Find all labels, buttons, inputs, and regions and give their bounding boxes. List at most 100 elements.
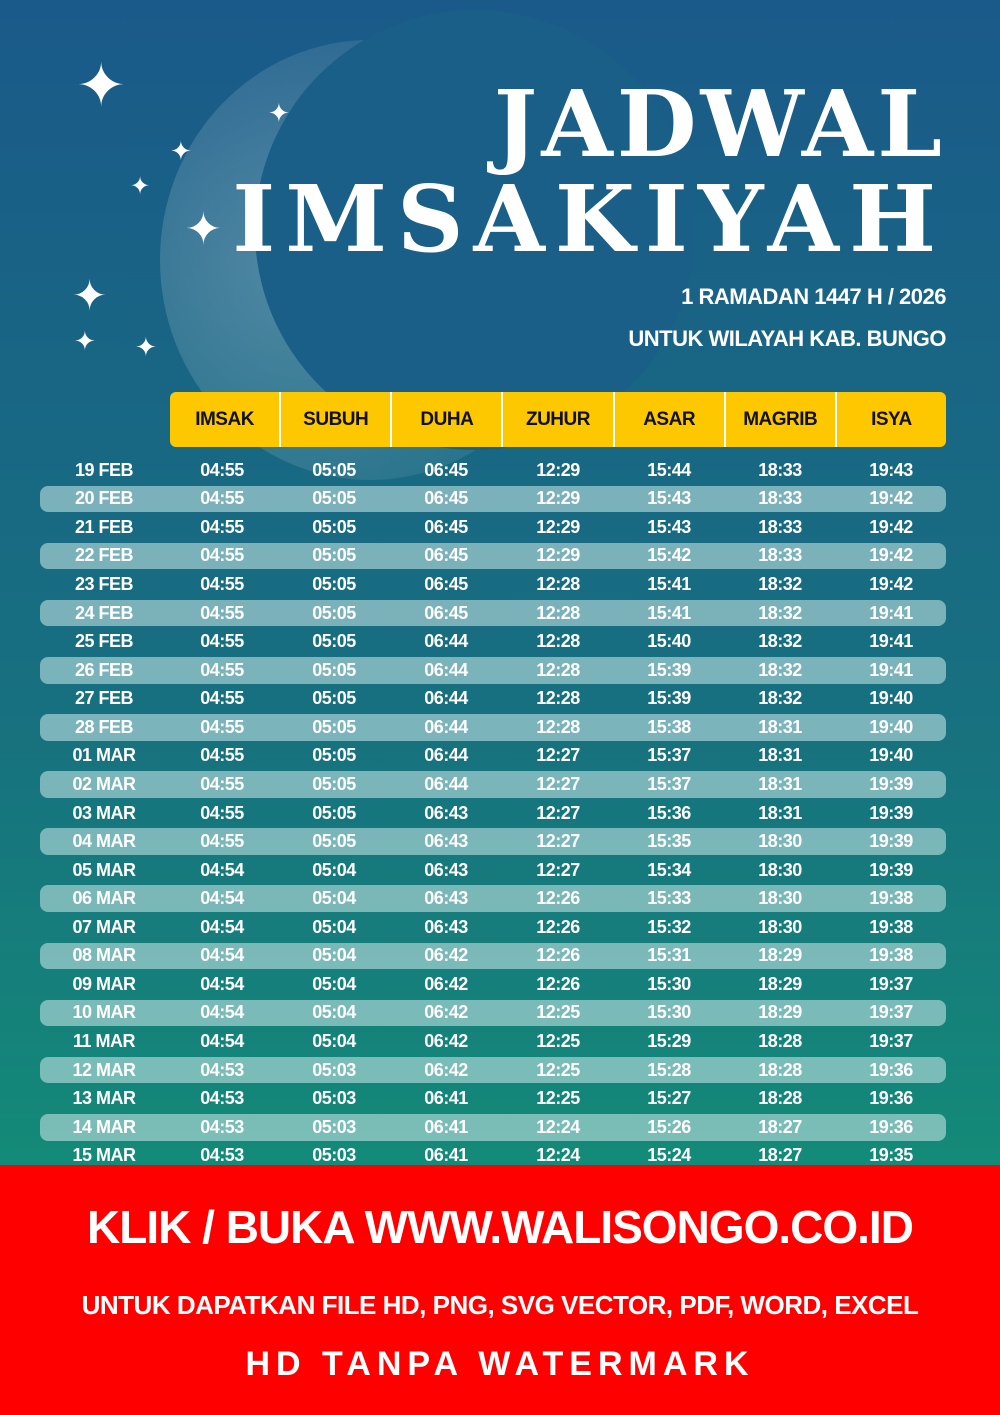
cell-text: 04:54: [200, 859, 244, 880]
time-cell: 12:29: [503, 517, 613, 538]
cell-text: 05:04: [312, 859, 356, 880]
time-cell: 12:25: [503, 1002, 613, 1023]
time-cell: 06:44: [391, 774, 501, 795]
cell-text: 04:54: [200, 916, 244, 937]
time-cell: 12:28: [503, 717, 613, 738]
time-cell: 04:54: [167, 1031, 277, 1052]
cell-text: 19:36: [869, 1116, 913, 1137]
time-cell: 12:29: [503, 460, 613, 481]
cell-text: 04:53: [200, 1145, 244, 1166]
time-cell: 18:31: [725, 803, 835, 824]
cell-text: 18:33: [758, 488, 802, 509]
promo-banner[interactable]: [0, 1165, 1000, 1415]
time-cell: 04:54: [167, 917, 277, 938]
star-icon: ✦: [72, 272, 108, 319]
cell-text: 19:39: [869, 831, 913, 852]
time-cell: 04:55: [167, 603, 277, 624]
cell-text: 05:03: [312, 1116, 356, 1137]
cell-text: 04:55: [200, 459, 244, 480]
time-cell: 04:54: [167, 860, 277, 881]
time-cell: 12:27: [503, 831, 613, 852]
cell-text: 15:36: [647, 802, 691, 823]
time-cell: 04:54: [167, 974, 277, 995]
time-cell: 12:28: [503, 688, 613, 709]
cell-text: 18:29: [758, 945, 802, 966]
table-row: 26 FEB 04:55 05:05 06:44 12:28 15:39 18:32 19:4…: [40, 656, 946, 685]
cell-text: 05:03: [312, 1059, 356, 1080]
cell-text: 15:43: [647, 488, 691, 509]
cell-text: 25 FEB: [74, 631, 134, 652]
cell-text: 15:39: [647, 688, 691, 709]
cell-text: 06:44: [424, 688, 468, 709]
time-cell: 05:03: [279, 1145, 389, 1166]
date-cell: 10 MAR: [49, 1002, 159, 1023]
table-row: 20 FEB 04:55 05:05 06:45 12:29 15:43 18:33 19:4…: [40, 485, 946, 514]
column-header: MAGRIB: [723, 392, 835, 447]
cell-text: 19:40: [869, 716, 913, 737]
star-icon: ✦: [170, 136, 192, 166]
cell-text: 18:31: [758, 745, 802, 766]
column-header: IMSAK: [170, 392, 279, 447]
cell-text: 12:25: [536, 1088, 580, 1109]
cell-text: 09 MAR: [72, 973, 136, 994]
time-cell: 19:40: [836, 688, 946, 709]
time-cell: 15:37: [614, 774, 724, 795]
cell-text: 19:39: [869, 773, 913, 794]
time-cell: 19:36: [836, 1060, 946, 1081]
cell-text: 05:04: [312, 1031, 356, 1052]
cell-text: 04:55: [200, 516, 244, 537]
time-cell: 05:05: [279, 603, 389, 624]
column-header: DUHA: [390, 392, 501, 447]
cell-text: 19:39: [869, 802, 913, 823]
cell-text: 06 MAR: [72, 888, 136, 909]
cell-text: 06:45: [424, 488, 468, 509]
time-cell: 04:55: [167, 717, 277, 738]
banner-headline[interactable]: KLIK / BUKA WWW.WALISONGO.CO.ID: [87, 1201, 914, 1253]
time-cell: 18:33: [725, 460, 835, 481]
time-cell: 18:33: [725, 545, 835, 566]
schedule-table: 19 FEB 04:55 05:05 06:45 12:29 15:44 18:33 19:4…: [40, 456, 946, 1170]
cell-text: 19:42: [869, 516, 913, 537]
cell-text: 18:30: [758, 859, 802, 880]
time-cell: 15:41: [614, 574, 724, 595]
table-row: 28 FEB 04:55 05:05 06:44 12:28 15:38 18:31 19:4…: [40, 713, 946, 742]
cell-text: 05:05: [312, 574, 356, 595]
date-cell: 19 FEB: [49, 460, 159, 481]
cell-text: 12:28: [536, 688, 580, 709]
table-row: 22 FEB 04:55 05:05 06:45 12:29 15:42 18:33 19:4…: [40, 542, 946, 571]
time-cell: 15:33: [614, 888, 724, 909]
cell-text: 12:26: [536, 973, 580, 994]
cell-text: 19:37: [869, 973, 913, 994]
date-cell: 13 MAR: [49, 1088, 159, 1109]
date-cell: 08 MAR: [49, 945, 159, 966]
table-row: 03 MAR 04:55 05:05 06:43 12:27 15:36 18:31 19:3…: [40, 799, 946, 828]
cell-text: 05 MAR: [72, 859, 136, 880]
cell-text: 04:53: [200, 1116, 244, 1137]
time-cell: 05:04: [279, 860, 389, 881]
date-cell: 07 MAR: [49, 917, 159, 938]
cell-text: 05:05: [312, 802, 356, 823]
cell-text: 27 FEB: [74, 688, 134, 709]
cell-text: 05:03: [312, 1088, 356, 1109]
time-cell: 15:29: [614, 1031, 724, 1052]
cell-text: 18:33: [758, 516, 802, 537]
cell-text: 18:30: [758, 888, 802, 909]
cell-text: 18:32: [758, 631, 802, 652]
moon-shadow: [255, 10, 695, 450]
date-cell: 21 FEB: [49, 517, 159, 538]
cell-text: 04:55: [200, 745, 244, 766]
title-line-1: JADWAL: [493, 70, 946, 178]
cell-text: 04:55: [200, 545, 244, 566]
column-header-label: DUHA: [420, 408, 474, 430]
date-cell: 27 FEB: [49, 688, 159, 709]
time-cell: 18:29: [725, 945, 835, 966]
star-icon: ✦: [130, 173, 151, 200]
cell-text: 15:30: [647, 1002, 691, 1023]
cell-text: 15:31: [647, 945, 691, 966]
time-cell: 04:55: [167, 803, 277, 824]
time-cell: 18:28: [725, 1060, 835, 1081]
time-cell: 05:04: [279, 1031, 389, 1052]
cell-text: 15:40: [647, 631, 691, 652]
cell-text: 15:39: [647, 659, 691, 680]
cell-text: 06:43: [424, 831, 468, 852]
